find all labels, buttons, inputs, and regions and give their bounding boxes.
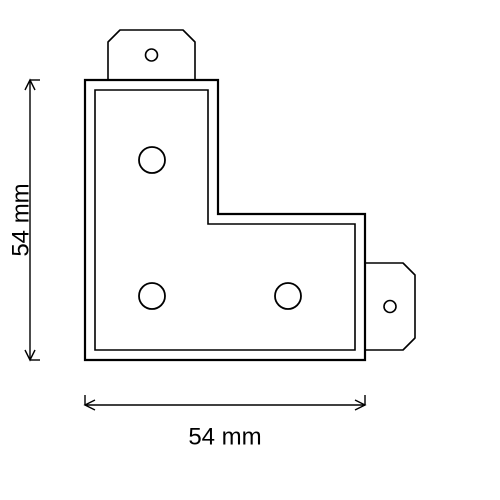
dimension-width-label: 54 mm <box>188 423 261 450</box>
tab-hole-top <box>146 49 158 61</box>
mounting-hole-1 <box>139 147 165 173</box>
dimension-height-label: 54 mm <box>7 183 34 256</box>
dimension-height: 54 mm <box>7 80 40 360</box>
mounting-hole-3 <box>275 283 301 309</box>
mounting-hole-2 <box>139 283 165 309</box>
dimension-width: 54 mm <box>85 395 365 450</box>
bracket-body-outer <box>85 80 365 360</box>
tab-hole-right <box>384 301 396 313</box>
